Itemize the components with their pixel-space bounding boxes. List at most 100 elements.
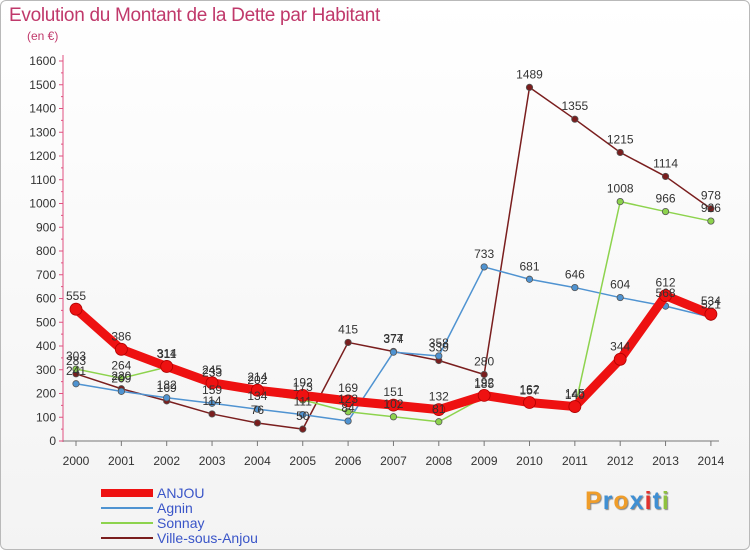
data-point-anjou [568,400,582,413]
y-tick-label: 500 [36,315,56,329]
y-tick-label: 1400 [29,102,56,116]
legend-swatch-ville-sous-anjou [101,537,153,539]
x-tick-label: 2012 [607,454,634,468]
data-point-sonnay [72,365,80,373]
data-point-agnin [525,275,534,283]
data-label-sonnay: 1008 [607,182,634,196]
data-point-agnin [72,380,80,388]
y-tick-label: 1100 [30,173,56,187]
data-point-ville-sous-anjou [480,370,488,379]
data-point-agnin [253,405,261,413]
data-point-sonnay [389,413,398,421]
data-point-agnin [616,293,624,302]
data-point-anjou [613,352,627,366]
logo-letter: i [644,487,653,515]
data-point-agnin [299,411,307,419]
data-point-agnin [344,417,352,425]
data-label-sonnay: 233 [202,366,222,380]
data-label-ville-sous-anjou: 76 [251,403,265,417]
data-label-sonnay: 264 [111,358,131,372]
data-label-sonnay: 966 [656,192,676,206]
y-tick-label: 1500 [29,78,56,92]
data-point-ville-sous-anjou [707,205,715,213]
data-label-sonnay: 173 [293,380,313,394]
x-tick-label: 2005 [289,454,316,468]
legend-label-anjou: ANJOU [157,485,205,501]
legend-item-anjou: ANJOU [101,485,361,501]
data-label-ville-sous-anjou: 283 [66,354,86,368]
data-label-ville-sous-anjou: 1489 [516,67,543,81]
data-point-sonnay [616,198,624,206]
data-label-anjou: 245 [202,363,222,377]
data-point-ville-sous-anjou [571,115,579,123]
data-label-agnin: 358 [429,336,449,350]
legend-swatch-sonnay [101,522,153,524]
data-label-sonnay: 926 [701,201,721,215]
data-point-anjou [69,302,83,316]
x-tick-label: 2010 [516,454,543,468]
x-tick-label: 2006 [335,454,362,468]
x-tick-label: 2003 [199,454,226,468]
data-label-sonnay: 102 [383,397,403,411]
data-point-anjou [160,360,174,373]
data-point-anjou [341,394,355,408]
y-tick-label: 400 [36,339,56,353]
data-point-sonnay [707,217,715,225]
data-label-agnin: 134 [247,389,267,403]
data-label-agnin: 733 [474,247,494,261]
legend-item-sonnay: Sonnay [101,515,361,531]
x-tick-label: 2014 [698,454,725,468]
data-point-ville-sous-anjou [299,425,307,433]
data-label-agnin: 374 [383,332,403,346]
data-label-ville-sous-anjou: 377 [383,331,403,345]
data-label-agnin: 111 [294,395,313,409]
data-label-anjou: 555 [66,289,86,303]
data-point-agnin [117,387,125,395]
data-label-agnin: 159 [202,383,222,397]
y-tick-label: 1600 [29,54,56,68]
data-label-sonnay: 311 [157,347,176,361]
data-label-agnin: 84 [341,401,355,415]
logo-letter: t [652,487,662,515]
legend-swatch-anjou [101,489,153,497]
y-tick-label: 600 [36,292,56,306]
data-label-sonnay: 303 [66,349,86,363]
data-point-anjou [296,388,310,402]
data-point-anjou [205,376,219,390]
x-tick-label: 2001 [108,454,135,468]
data-point-anjou [523,396,536,409]
data-label-agnin: 568 [656,286,676,300]
y-tick-label: 200 [36,387,56,401]
y-tick-label: 800 [36,244,56,258]
data-point-anjou [477,388,491,402]
data-point-ville-sous-anjou [253,419,261,427]
data-point-anjou [114,342,128,356]
data-label-ville-sous-anjou: 1114 [653,156,678,170]
data-label-anjou: 169 [338,381,358,395]
data-label-ville-sous-anjou: 280 [474,355,494,369]
data-point-agnin [389,348,398,356]
y-tick-label: 1300 [29,125,56,139]
data-label-agnin: 521 [701,297,721,311]
data-label-anjou: 214 [247,370,267,384]
data-label-sonnay: 81 [432,402,446,416]
data-point-anjou [432,403,446,417]
data-label-sonnay: 157 [519,384,539,398]
x-tick-label: 2008 [425,454,452,468]
proxiti-logo: Proxiti [585,487,670,516]
legend-label-agnin: Agnin [157,500,193,516]
data-label-ville-sous-anjou: 978 [701,189,721,203]
data-point-anjou [704,307,718,321]
y-tick-label: 0 [49,434,56,448]
data-label-agnin: 681 [519,259,539,273]
data-point-sonnay [435,418,443,426]
data-label-anjou: 534 [701,294,721,308]
data-point-ville-sous-anjou [525,83,534,91]
data-label-agnin: 241 [66,364,86,378]
data-point-ville-sous-anjou [616,148,624,157]
chart-title: Evolution du Montant de la Dette par Hab… [9,5,380,26]
x-tick-label: 2004 [244,454,271,468]
data-label-ville-sous-anjou: 1355 [561,99,588,113]
